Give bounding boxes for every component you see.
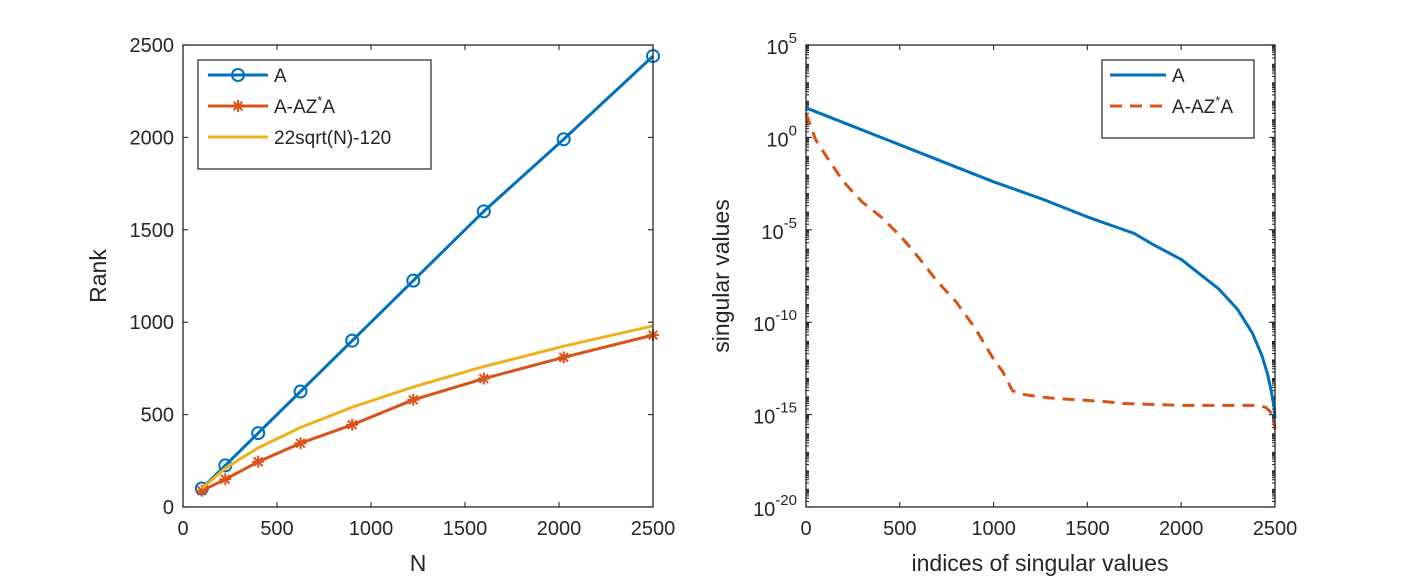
y-tick-label: 10-20 xyxy=(753,492,797,521)
x-tick-label: 1500 xyxy=(1065,518,1110,540)
singular-values-chart-axes-box xyxy=(805,44,1276,508)
singular-legend-label: A-AZ*A xyxy=(1172,93,1233,118)
y-tick-label-exp: -20 xyxy=(775,492,797,509)
y-tick-label-exp: -10 xyxy=(775,307,797,324)
rank-series-point-d2 xyxy=(347,419,358,430)
y-tick-label: 1500 xyxy=(130,220,175,242)
y-tick-label: 0 xyxy=(163,497,174,519)
rank-series-point xyxy=(345,333,360,348)
y-tick-label-exp: -15 xyxy=(775,400,797,417)
y-tick-label-base: 10 xyxy=(761,222,783,244)
rank-series-point-d2 xyxy=(295,438,306,449)
singular-series-line-0 xyxy=(805,106,1277,419)
y-tick-label-base: 10 xyxy=(753,499,775,521)
y-tick-label: 2500 xyxy=(130,35,175,57)
singular-values-chart-legend: AA-AZ*A xyxy=(1101,59,1255,139)
singular-legend-label-tail: A xyxy=(1220,97,1233,118)
rank-legend-label-base: 22sqrt(N)-120 xyxy=(274,128,391,149)
singular-values-chart: 0 500 1000 1500 2000 250010510010-510-1010-15… xyxy=(708,30,1297,576)
rank-series-point xyxy=(251,426,266,441)
x-tick-label: 1000 xyxy=(349,518,394,540)
x-tick-label: 500 xyxy=(883,518,916,540)
rank-series-1 xyxy=(195,329,659,497)
rank-legend-label-base: A-AZ xyxy=(274,97,318,118)
rank-chart-axes-box xyxy=(182,44,654,508)
rank-series-line xyxy=(200,324,654,490)
rank-series-point xyxy=(294,437,307,450)
singular-legend-label-sup: * xyxy=(1215,93,1220,108)
y-tick-label: 100 xyxy=(766,122,797,151)
rank-series-point xyxy=(407,393,420,406)
rank-series-point-d2 xyxy=(253,456,264,467)
y-tick-label-base: 10 xyxy=(766,37,788,59)
rank-series-point xyxy=(477,372,490,385)
singular-values-chart-x-axis-label: indices of singular values xyxy=(912,550,1169,576)
rank-chart-ticks: 0 500 1000 1500 2000 2500 0 500 1000 1500 2000 2500 xyxy=(130,35,676,540)
y-tick-label-exp: 5 xyxy=(789,30,797,47)
x-tick-label: 1000 xyxy=(971,518,1016,540)
y-tick-label-exp: -5 xyxy=(784,215,797,232)
rank-series-2 xyxy=(200,324,654,490)
rank-legend-marker-d2 xyxy=(232,100,244,112)
rank-series-point xyxy=(557,351,570,364)
rank-series-point-d2 xyxy=(408,394,419,405)
y-tick-label-base: 10 xyxy=(753,407,775,429)
singular-legend-label-base: A xyxy=(1172,66,1185,87)
y-tick-label: 1000 xyxy=(130,312,175,334)
rank-legend-label-base: A xyxy=(274,66,287,87)
singular-legend-box xyxy=(1101,59,1255,139)
y-tick-label: 10-10 xyxy=(753,307,797,336)
y-tick-label-base: 10 xyxy=(753,314,775,336)
rank-series-point xyxy=(556,132,571,147)
singular-legend-label: A xyxy=(1172,66,1185,87)
rank-legend-label: 22sqrt(N)-120 xyxy=(274,128,391,149)
x-tick-label: 0 xyxy=(177,518,188,540)
x-tick-label: 2500 xyxy=(631,518,676,540)
rank-legend-label: A-AZ*A xyxy=(274,93,335,118)
x-tick-label: 2000 xyxy=(537,518,582,540)
x-tick-label: 2000 xyxy=(1159,518,1204,540)
rank-legend-label-sup: * xyxy=(317,93,322,108)
x-tick-label: 0 xyxy=(800,518,811,540)
rank-series-point xyxy=(293,384,308,399)
rank-series-line xyxy=(200,55,655,490)
rank-series-point xyxy=(346,418,359,431)
rank-legend-marker xyxy=(232,100,244,112)
singular-values-chart-y-axis-label: singular values xyxy=(708,199,734,352)
x-tick-label: 500 xyxy=(260,518,293,540)
rank-series-point xyxy=(252,455,265,468)
rank-chart-y-axis-label: Rank xyxy=(85,249,111,303)
y-tick-label: 10-15 xyxy=(753,400,797,429)
rank-series-point-d2 xyxy=(220,474,231,485)
x-tick-label: 2500 xyxy=(1253,518,1298,540)
rank-legend-marker xyxy=(231,68,245,82)
rank-series-point-d2 xyxy=(558,352,569,363)
rank-chart-x-axis-label: N xyxy=(410,550,427,576)
y-tick-label: 10-5 xyxy=(761,215,797,244)
rank-legend-label-tail: A xyxy=(322,97,335,118)
y-tick-label: 2000 xyxy=(130,127,175,149)
rank-chart: 0 500 1000 1500 2000 2500 0 500 1000 1500 2000 2500… xyxy=(85,35,675,576)
y-tick-label: 105 xyxy=(766,30,797,59)
rank-legend-box xyxy=(197,59,432,170)
y-tick-label-exp: 0 xyxy=(789,122,797,139)
rank-series-point xyxy=(476,204,491,219)
rank-series-point xyxy=(406,273,421,288)
y-tick-label-base: 10 xyxy=(766,129,788,151)
x-tick-label: 1500 xyxy=(443,518,488,540)
rank-series-point xyxy=(219,473,232,486)
y-tick-label: 500 xyxy=(141,405,174,427)
singular-legend-label-base: A-AZ xyxy=(1172,97,1216,118)
rank-chart-series xyxy=(194,49,660,497)
singular-values-chart-series xyxy=(804,106,1277,430)
rank-series-point-d2 xyxy=(478,373,489,384)
rank-legend-label: A xyxy=(274,66,287,87)
